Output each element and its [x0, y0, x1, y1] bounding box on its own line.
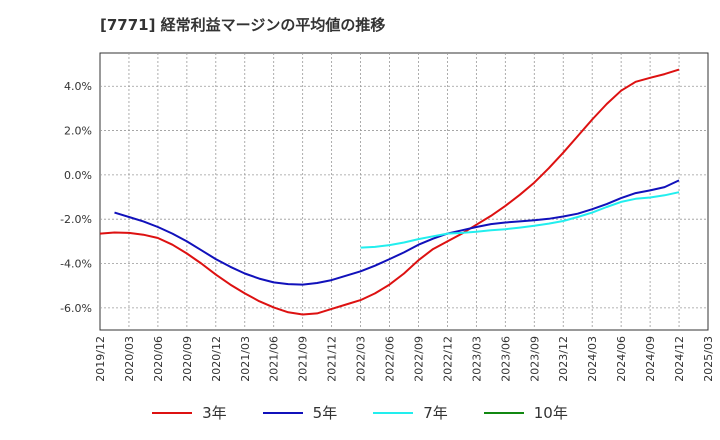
legend-label: 3年 [202, 404, 227, 422]
y-tick-label: -4.0% [60, 258, 92, 271]
x-tick-label: 2020/03 [123, 336, 136, 382]
legend-swatch [262, 411, 303, 414]
y-tick-label: 2.0% [64, 125, 92, 138]
legend-item: 7年 [373, 402, 448, 423]
x-tick-label: 2020/12 [210, 336, 223, 382]
y-tick-labels: 4.0% 2.0% 0.0% -2.0% -4.0% -6.0% [60, 80, 92, 315]
y-tick-label: -2.0% [60, 213, 92, 226]
y-tick-label: -6.0% [60, 302, 92, 315]
x-tick-label: 2024/09 [644, 336, 657, 382]
x-tick-label: 2022/12 [441, 336, 454, 382]
x-tick-label: 2021/12 [326, 336, 339, 382]
x-tick-label: 2025/03 [702, 336, 715, 382]
plot-border [99, 52, 709, 331]
legend-label: 7年 [423, 404, 448, 422]
x-tick-label: 2024/12 [673, 336, 686, 382]
x-tick-label: 2023/09 [528, 336, 541, 382]
x-tick-label: 2024/06 [615, 336, 628, 382]
x-tick-label: 2020/09 [181, 336, 194, 382]
x-tick-label: 2023/06 [499, 336, 512, 382]
series-line-3年 [99, 68, 680, 316]
x-tick-labels: 2019/12 2020/03 2020/06 2020/09 2020/12 2021/… [94, 336, 715, 382]
x-tick-label: 2021/09 [297, 336, 310, 382]
x-tick-label: 2022/06 [384, 336, 397, 382]
x-tick-label: 2021/06 [268, 336, 281, 382]
legend-item: 3年 [152, 402, 227, 423]
legend-swatch [483, 411, 524, 414]
series-line-5年 [114, 179, 680, 286]
x-tick-label: 2024/03 [586, 336, 599, 382]
x-tick-label: 2023/12 [557, 336, 570, 382]
y-tick-label: 4.0% [64, 80, 92, 93]
x-tick-label: 2020/06 [152, 336, 165, 382]
x-tick-label: 2019/12 [94, 336, 107, 382]
legend-swatch [152, 411, 193, 414]
y-tick-label: 0.0% [64, 169, 92, 182]
legend: 3年 5年 7年 10年 [0, 402, 720, 423]
x-tick-label: 2021/03 [239, 336, 252, 382]
x-tick-label: 2023/03 [470, 336, 483, 382]
series-line-7年 [360, 191, 680, 249]
x-tick-label: 2022/09 [412, 336, 425, 382]
series-lines [99, 68, 680, 316]
legend-item: 10年 [483, 402, 568, 423]
legend-item: 5年 [262, 402, 338, 423]
legend-label: 5年 [312, 404, 338, 422]
plot-area [99, 52, 709, 331]
chart-title: [7771] 経常利益マージンの平均値の推移 [100, 16, 386, 34]
legend-swatch [373, 411, 414, 414]
legend-label: 10年 [533, 404, 568, 422]
x-tick-label: 2022/03 [355, 336, 368, 382]
